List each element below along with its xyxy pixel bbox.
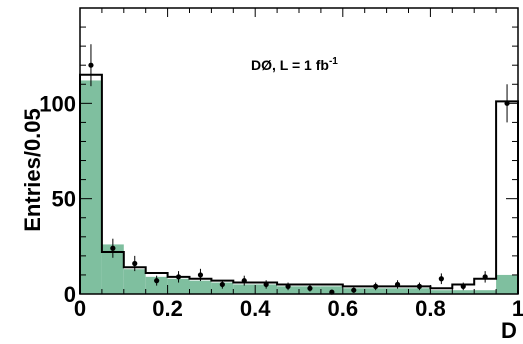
filled-bin [101,244,124,294]
data-point [110,245,116,251]
plot-frame [79,7,519,295]
x-tick-labels: 0 0.2 0.4 0.6 0.8 1 [74,296,523,321]
data-point [175,274,182,280]
data-point [197,272,204,278]
data-point [285,283,291,289]
filled-bin [408,288,431,294]
y-tick-labels: 0 50 100 [39,91,76,307]
experiment-annotation: DØ, L = 1 fb-1 [251,56,338,73]
data-point [373,283,379,289]
data-point [132,260,138,267]
filled-bin [364,288,387,294]
data-point [263,281,269,288]
y-tick-label: 0 [64,282,76,307]
data-point [460,283,466,289]
axis-ticks [79,7,519,295]
y-axis-label: Entries/0.05 [20,108,45,232]
x-tick-label: 0.4 [240,296,271,321]
data-point [416,283,423,289]
data-point [438,276,444,282]
y-tick-label: 50 [52,187,76,212]
prediction-histogram [79,73,519,294]
data-point [154,278,160,284]
data-point [394,281,401,288]
outline-step-line [79,73,519,294]
x-tick-label: 0.8 [415,296,446,321]
x-tick-label: 1 [512,296,523,321]
x-tick-label: 0.6 [328,296,359,321]
x-axis-label: D [501,318,517,343]
x-tick-label: 0.2 [152,296,183,321]
filled-bin [474,290,497,294]
x-tick-label: 0 [74,296,86,321]
background-histogram [80,80,518,294]
filled-bin [233,284,256,294]
filled-bin [123,269,146,294]
data-point [219,281,225,288]
y-tick-label: 100 [39,91,76,116]
data-points [88,44,510,295]
filled-bin [430,290,453,294]
filled-bin [386,288,409,294]
filled-bin [189,280,212,294]
data-point [351,287,357,293]
data-point [241,278,247,284]
filled-bin [255,284,278,294]
data-point [88,62,94,68]
data-point [307,285,313,291]
annotation-main: DØ, L = 1 fb [251,57,329,73]
filled-bin [496,274,518,294]
data-point [482,274,488,280]
annotation-superscript: -1 [329,56,338,67]
filled-bin [452,290,475,294]
filled-bin [80,80,102,294]
filled-bin [167,278,190,294]
